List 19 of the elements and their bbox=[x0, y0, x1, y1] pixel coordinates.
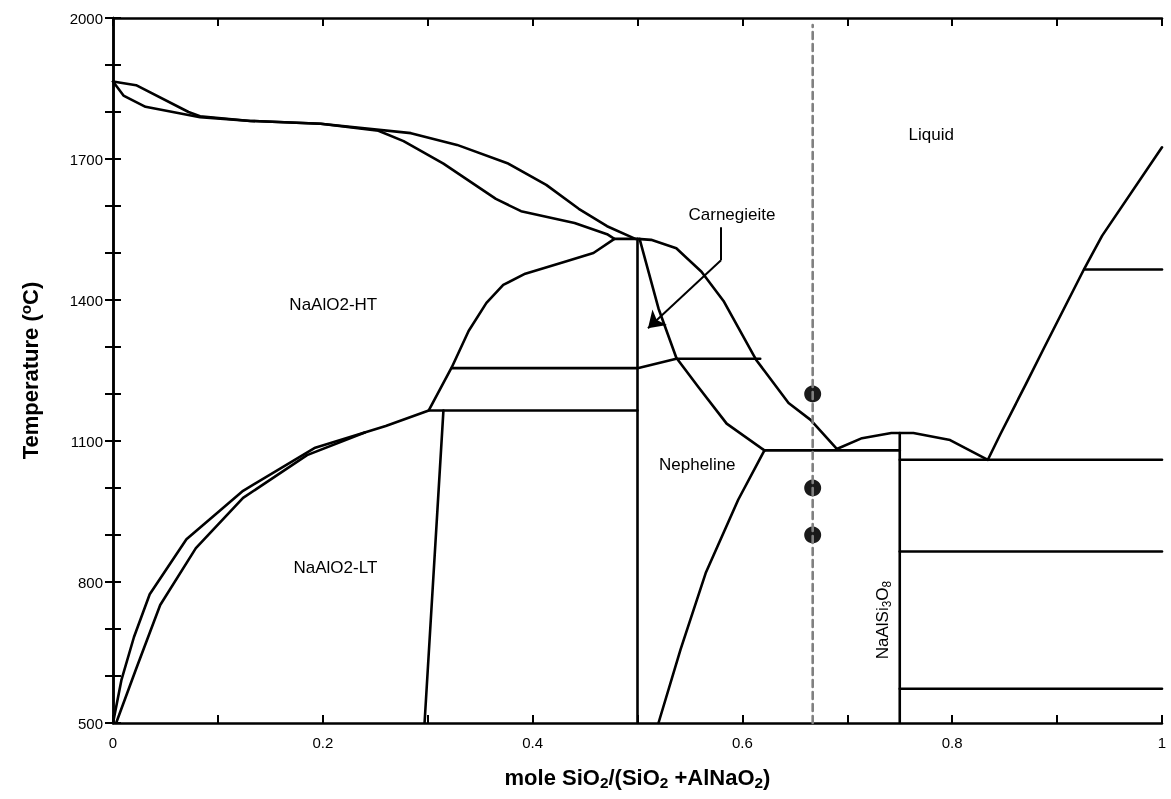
x-tick-label: 0 bbox=[108, 734, 118, 751]
x-tick-label: 0.6 bbox=[731, 734, 753, 751]
annotation: Carnegieite bbox=[688, 204, 776, 224]
x-tick-label: 0.4 bbox=[522, 734, 544, 751]
annotation: NaAlO2-LT bbox=[293, 557, 378, 577]
x-tick-label: 1 bbox=[1157, 734, 1167, 751]
annotation: NaAlSi3O8 bbox=[873, 580, 894, 660]
x-tick-label: 0.2 bbox=[312, 734, 334, 751]
x-tick-label: 0.8 bbox=[941, 734, 963, 751]
annotation: Liquid bbox=[908, 124, 954, 144]
y-axis-title: Temperature (oC) bbox=[17, 281, 44, 460]
y-tick-label: 1700 bbox=[69, 150, 103, 168]
annotation: NaAlO2-HT bbox=[289, 295, 378, 315]
y-tick-label: 1100 bbox=[70, 432, 103, 450]
annotation: Nepheline bbox=[659, 455, 736, 475]
y-tick-label: 800 bbox=[77, 573, 103, 591]
y-tick-label: 500 bbox=[77, 714, 103, 732]
y-tick-label: 1400 bbox=[69, 291, 103, 309]
y-tick-label: 2000 bbox=[69, 9, 103, 27]
